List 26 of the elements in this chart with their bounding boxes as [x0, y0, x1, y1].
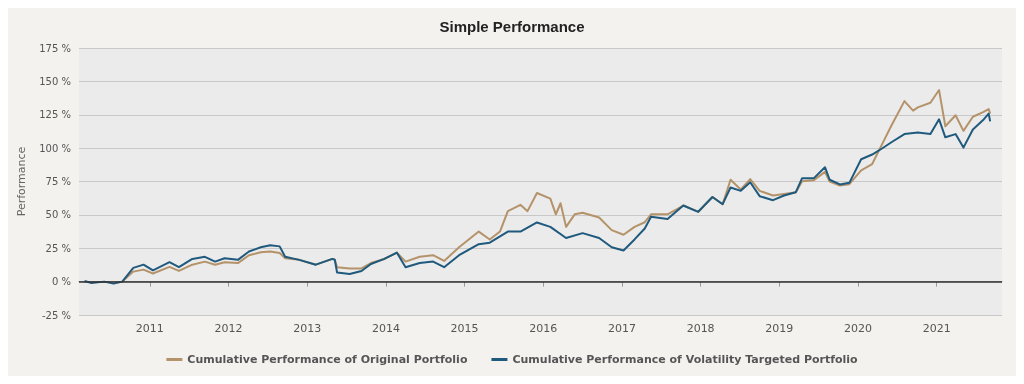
y-tick-label: -25 % — [41, 309, 71, 321]
legend-label: Cumulative Performance of Volatility Targeted Portfolio — [512, 353, 859, 366]
x-tick-label: 2015 — [450, 322, 479, 335]
x-tick-label: 2017 — [607, 322, 636, 335]
x-tick-label: 2020 — [844, 322, 872, 335]
legend-label: Cumulative Performance of Original Portfolio — [187, 353, 468, 366]
x-tick-label: 2011 — [135, 322, 164, 335]
x-tick-label: 2014 — [371, 322, 400, 335]
line-series — [121, 89, 992, 283]
y-tick-label: 150 % — [39, 75, 71, 87]
y-tick-label: 175 % — [39, 42, 71, 54]
x-tick-label: 2013 — [293, 322, 322, 335]
y-tick-label: 50 % — [45, 209, 71, 221]
x-tick-label: 2012 — [214, 322, 243, 335]
y-tick-label: 25 % — [45, 242, 71, 254]
y-tick-label: 125 % — [39, 109, 71, 121]
line-series — [83, 112, 992, 285]
x-tick-label: 2018 — [686, 322, 715, 335]
y-tick-label: 75 % — [45, 176, 71, 187]
x-tick-label: 2016 — [529, 322, 558, 335]
y-tick-label: 0 % — [51, 276, 71, 288]
chart-title: Simple Performance — [439, 18, 585, 35]
y-tick-label: 100 % — [39, 142, 71, 154]
x-tick-label: 2021 — [922, 322, 951, 335]
y-axis-title: Performance — [15, 146, 28, 217]
x-tick-label: 2019 — [765, 322, 794, 335]
